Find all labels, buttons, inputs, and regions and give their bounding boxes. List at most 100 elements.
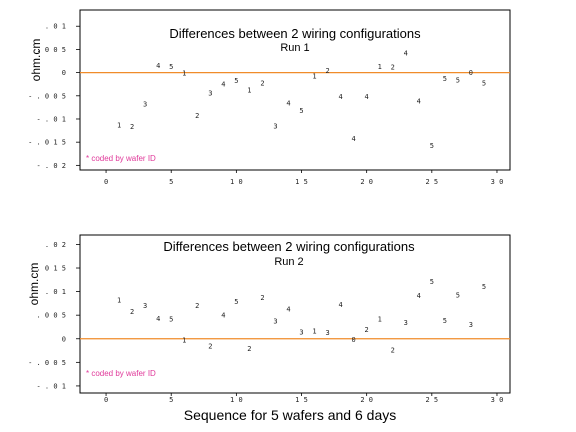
y-axis-label: ohm.cm <box>27 263 41 306</box>
data-point: 5 <box>169 315 173 323</box>
data-point: 1 <box>117 297 121 305</box>
y-tick-label: - . 0 1 5 <box>28 139 66 147</box>
y-tick-label: . 0 2 <box>45 241 66 249</box>
data-point: 4 <box>404 50 408 58</box>
data-point: 4 <box>221 312 225 320</box>
x-tick-label: 1 5 <box>295 396 308 404</box>
data-point: 5 <box>234 298 238 306</box>
data-point: 2 <box>365 326 369 334</box>
data-point: 1 <box>378 315 382 323</box>
data-point: 3 <box>208 90 212 98</box>
y-tick-label: . 0 1 <box>45 288 66 296</box>
y-tick-label: . 0 1 <box>45 23 66 31</box>
data-point: 2 <box>130 123 134 131</box>
data-point: 3 <box>143 101 147 109</box>
data-point: 5 <box>234 77 238 85</box>
data-point: 2 <box>195 112 199 120</box>
data-point: 4 <box>286 306 290 314</box>
x-axis-label: Sequence for 5 wafers and 6 days <box>184 407 396 423</box>
data-point: 1 <box>312 328 316 336</box>
data-point: 5 <box>299 107 303 115</box>
chart-subtitle: Run 1 <box>280 42 309 54</box>
x-tick-label: 2 5 <box>425 178 438 186</box>
chart-title: Differences between 2 wiring configurati… <box>169 26 421 41</box>
x-tick-label: 1 5 <box>295 178 308 186</box>
x-tick-label: 5 <box>169 178 173 186</box>
data-point: 4 <box>365 93 369 101</box>
data-point: 3 <box>325 329 329 337</box>
x-tick-label: 0 <box>104 178 108 186</box>
data-point: 4 <box>338 93 342 101</box>
data-point: 3 <box>299 329 303 337</box>
data-point: 2 <box>195 302 199 310</box>
data-point: 4 <box>286 100 290 108</box>
x-tick-label: 3 0 <box>491 396 504 404</box>
plot-frame <box>79 9 511 171</box>
y-tick-label: - . 0 1 <box>36 115 66 123</box>
data-point: 3 <box>143 302 147 310</box>
data-point: 4 <box>417 292 421 300</box>
data-point: 0 <box>352 336 356 344</box>
chart-subtitle: Run 2 <box>274 256 303 268</box>
data-point: 1 <box>312 72 316 80</box>
y-tick-label: - . 0 1 <box>36 382 66 390</box>
x-tick-label: 2 0 <box>360 178 373 186</box>
data-point: 2 <box>325 67 329 75</box>
y-tick-label: - . 0 0 5 <box>28 359 66 367</box>
panel-run-1: . 0 1 . 0 0 5 0 - . 0 0 5 - . 0 1 - . 0 1 5 - … <box>28 9 511 186</box>
data-point: 3 <box>469 321 473 329</box>
data-point: 5 <box>456 77 460 85</box>
data-point: 0 <box>469 69 473 77</box>
data-point: 2 <box>391 64 395 72</box>
data-point: 4 <box>221 81 225 89</box>
data-point: 5 <box>482 79 486 87</box>
panel-run-2: . 0 2 . 0 1 5 . 0 1 . 0 0 5 0 - . 0 0 5 - . 0 … <box>27 234 511 404</box>
data-point: 5 <box>443 75 447 83</box>
x-tick-label: 1 0 <box>230 178 243 186</box>
data-point: 3 <box>273 122 277 130</box>
data-point: 4 <box>417 97 421 105</box>
data-point: 2 <box>130 308 134 316</box>
x-tick-label: 2 5 <box>425 396 438 404</box>
data-point: 2 <box>260 294 264 302</box>
data-point: 5 <box>169 63 173 71</box>
data-point: 5 <box>430 278 434 286</box>
y-tick-label: - . 0 2 <box>36 162 66 170</box>
data-point: 2 <box>247 345 251 353</box>
data-point: 2 <box>391 347 395 355</box>
y-tick-label: . 0 0 5 <box>36 312 66 320</box>
data-point: 2 <box>208 342 212 350</box>
y-tick-label: . 0 0 5 <box>36 46 66 54</box>
data-point: 4 <box>352 135 356 143</box>
y-tick-label: - . 0 0 5 <box>28 92 66 100</box>
data-point: 3 <box>273 317 277 325</box>
data-point: 1 <box>182 337 186 345</box>
y-axis-label: ohm.cm <box>29 39 43 82</box>
y-tick-label: 0 <box>62 335 66 343</box>
legend-note: * coded by wafer ID <box>86 369 156 378</box>
data-point: 1 <box>182 70 186 78</box>
data-point: 5 <box>456 291 460 299</box>
y-tick-label: 0 <box>62 69 66 77</box>
plot-frame <box>79 234 511 394</box>
y-tick-label: . 0 1 5 <box>36 265 66 273</box>
x-tick-label: 1 0 <box>230 396 243 404</box>
x-tick-label: 3 0 <box>491 178 504 186</box>
data-point: 5 <box>430 142 434 150</box>
chart-title: Differences between 2 wiring configurati… <box>163 239 415 254</box>
data-point: 4 <box>338 301 342 309</box>
data-point: 4 <box>156 62 160 70</box>
data-point: 1 <box>247 86 251 94</box>
x-tick-label: 2 0 <box>360 396 373 404</box>
x-tick-label: 0 <box>104 396 108 404</box>
data-point: 2 <box>260 79 264 87</box>
data-point: 3 <box>404 319 408 327</box>
data-point: 1 <box>117 122 121 130</box>
legend-note: * coded by wafer ID <box>86 154 156 163</box>
data-point: 5 <box>482 283 486 291</box>
data-point: 1 <box>378 63 382 71</box>
x-tick-label: 5 <box>169 396 173 404</box>
data-point: 5 <box>443 317 447 325</box>
data-point: 4 <box>156 315 160 323</box>
